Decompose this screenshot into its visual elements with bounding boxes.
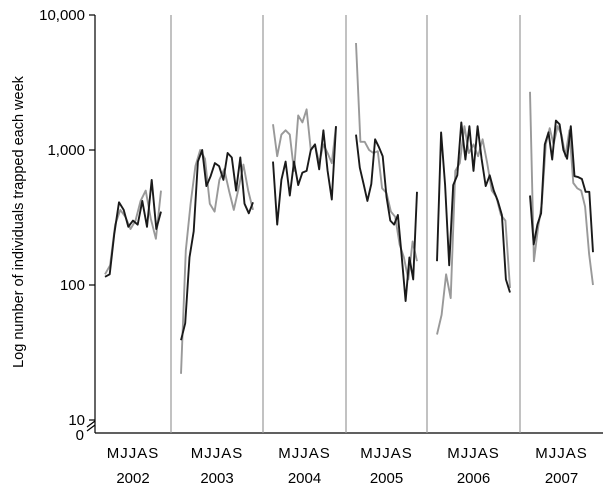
- panel-2006: [436, 121, 511, 335]
- panel-2004: [272, 108, 337, 226]
- series-line-2007-light: [529, 91, 594, 286]
- panel-2005: [355, 42, 418, 303]
- series-line-2003-dark: [180, 149, 254, 341]
- panel-2003: [180, 149, 254, 374]
- series-layer: [104, 42, 594, 374]
- panel-2002: [104, 178, 162, 278]
- series-line-2003-light: [180, 149, 254, 374]
- y-zero-label: 0: [76, 427, 84, 444]
- month-labels-2003: MJJAS: [191, 445, 244, 462]
- y-tick-label: 1,000: [47, 142, 85, 159]
- series-line-2005-light: [355, 42, 418, 281]
- year-label-2007: 2007: [545, 470, 578, 487]
- year-label-2005: 2005: [370, 470, 403, 487]
- y-tick-label: 10: [68, 412, 85, 429]
- month-labels-2002: MJJAS: [107, 445, 160, 462]
- month-labels-2004: MJJAS: [278, 445, 331, 462]
- year-label-2003: 2003: [200, 470, 233, 487]
- x-labels: MJJAS 2002 MJJAS 2003 MJJAS 2004 MJJAS 2005 MJJA…: [107, 445, 588, 487]
- month-labels-2005: MJJAS: [360, 445, 413, 462]
- month-labels-2007: MJJAS: [535, 445, 588, 462]
- series-line-2005-dark: [355, 134, 418, 303]
- year-label-2004: 2004: [288, 470, 321, 487]
- y-axis-break-left: [86, 424, 96, 432]
- y-axis: 0: [76, 15, 603, 444]
- y-axis-label: Log number of individuals trapped each w…: [11, 75, 27, 368]
- year-label-2006: 2006: [457, 470, 490, 487]
- month-labels-2006: MJJAS: [447, 445, 500, 462]
- series-line-2002-dark: [104, 178, 162, 278]
- y-ticks: 10,000 1,000 100 10: [39, 7, 95, 429]
- y-tick-label: 10,000: [39, 7, 85, 24]
- year-label-2002: 2002: [116, 470, 149, 487]
- panel-2007: [529, 91, 594, 286]
- series-line-2002-light: [104, 189, 162, 275]
- series-line-2004-dark: [272, 126, 337, 226]
- series-line-2007-dark: [529, 119, 594, 253]
- y-tick-label: 100: [60, 277, 85, 294]
- y-axis-break-right: [86, 420, 96, 428]
- panel-dividers: [170, 15, 521, 433]
- series-line-2006-dark: [436, 121, 511, 293]
